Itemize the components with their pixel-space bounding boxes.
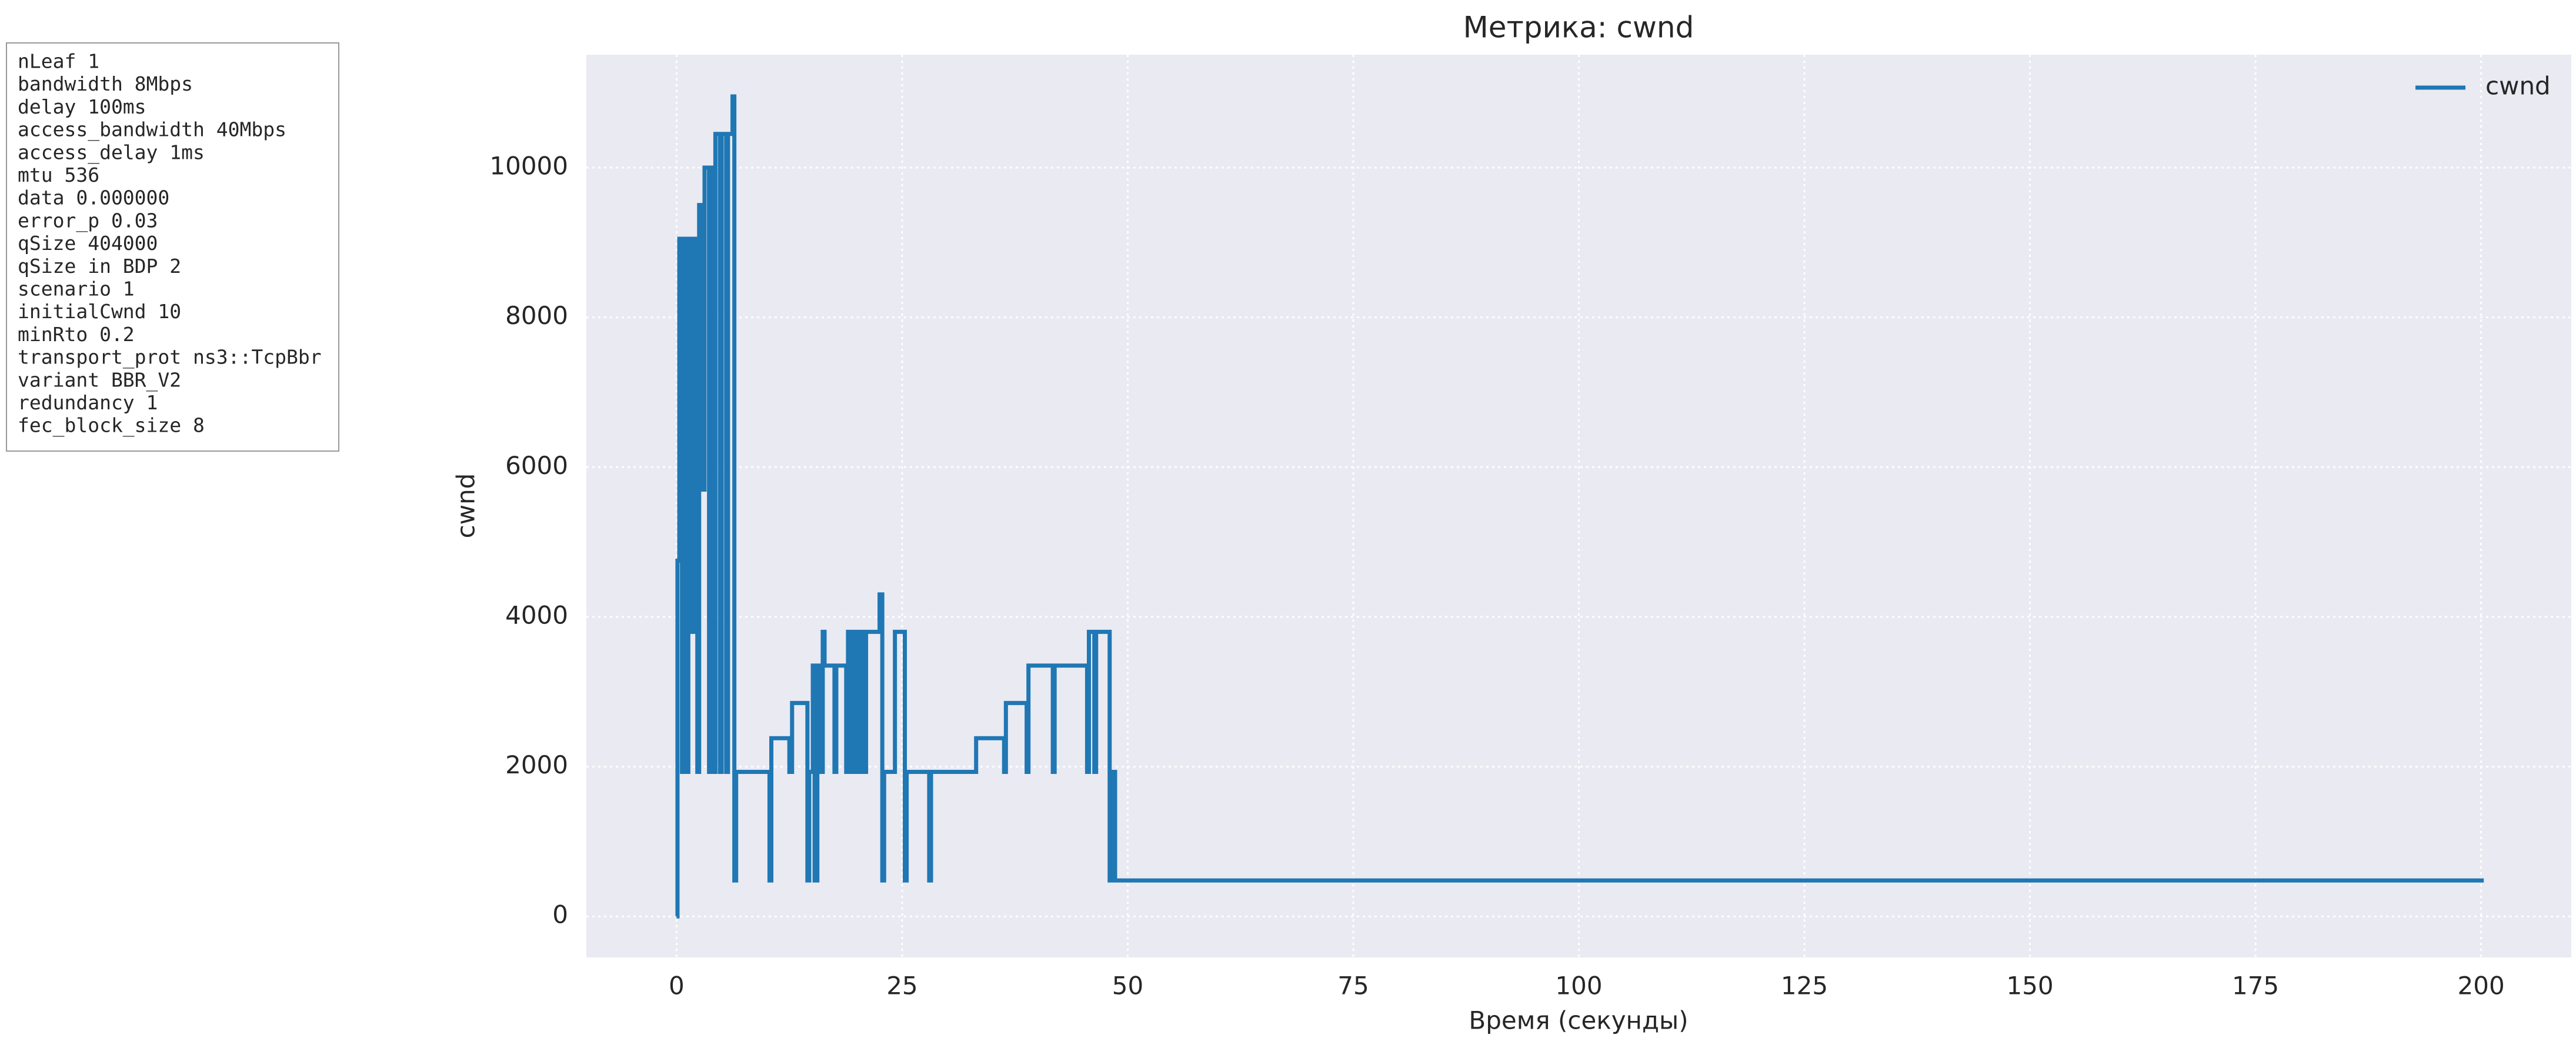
param-line: qSize 404000 <box>18 232 158 255</box>
y-tick-label: 0 <box>552 900 568 929</box>
y-tick-label: 8000 <box>505 301 568 330</box>
y-axis-label: cwnd <box>452 473 481 539</box>
grid <box>586 55 2571 957</box>
x-tick-label: 50 <box>1112 972 1143 1000</box>
param-line: access_bandwidth 40Mbps <box>18 118 286 142</box>
param-line: mtu 536 <box>18 163 99 186</box>
data-line <box>675 94 2484 919</box>
param-line: scenario 1 <box>18 278 135 301</box>
param-line: error_p 0.03 <box>18 209 158 232</box>
plot-area <box>586 55 2571 957</box>
param-line: redundancy 1 <box>18 391 158 414</box>
param-line: bandwidth 8Mbps <box>18 72 193 95</box>
param-line: variant BBR_V2 <box>18 368 181 392</box>
x-tick-label: 125 <box>1781 972 1828 1000</box>
x-tick-label: 0 <box>669 972 685 1000</box>
legend-label: cwnd <box>2485 72 2551 101</box>
param-line: data 0.000000 <box>18 186 169 209</box>
param-line: fec_block_size 8 <box>18 414 205 438</box>
marks <box>675 94 2484 919</box>
param-line: transport_prot ns3::TcpBbr <box>18 346 322 369</box>
x-tick-label: 200 <box>2458 972 2505 1000</box>
x-axis-label: Время (секунды) <box>1469 1006 1688 1035</box>
chart-title: Метрика: cwnd <box>1463 11 1694 45</box>
param-line: delay 100ms <box>18 95 146 118</box>
param-line: access_delay 1ms <box>18 141 205 164</box>
x-tick-label: 25 <box>886 972 917 1000</box>
x-tick-label: 100 <box>1555 972 1602 1000</box>
x-tick-label: 75 <box>1337 972 1369 1000</box>
param-line: minRto 0.2 <box>18 323 135 346</box>
params-box <box>6 42 339 452</box>
param-line: nLeaf 1 <box>18 50 99 73</box>
x-tick-label: 150 <box>2006 972 2053 1000</box>
y-tick-label: 10000 <box>489 152 568 181</box>
param-line: qSize in BDP 2 <box>18 255 181 278</box>
y-tick-label: 4000 <box>505 600 568 629</box>
y-tick-label: 2000 <box>505 750 568 779</box>
y-tick-label: 6000 <box>505 451 568 480</box>
x-tick-label: 175 <box>2232 972 2279 1000</box>
param-line: initialCwnd 10 <box>18 300 181 323</box>
